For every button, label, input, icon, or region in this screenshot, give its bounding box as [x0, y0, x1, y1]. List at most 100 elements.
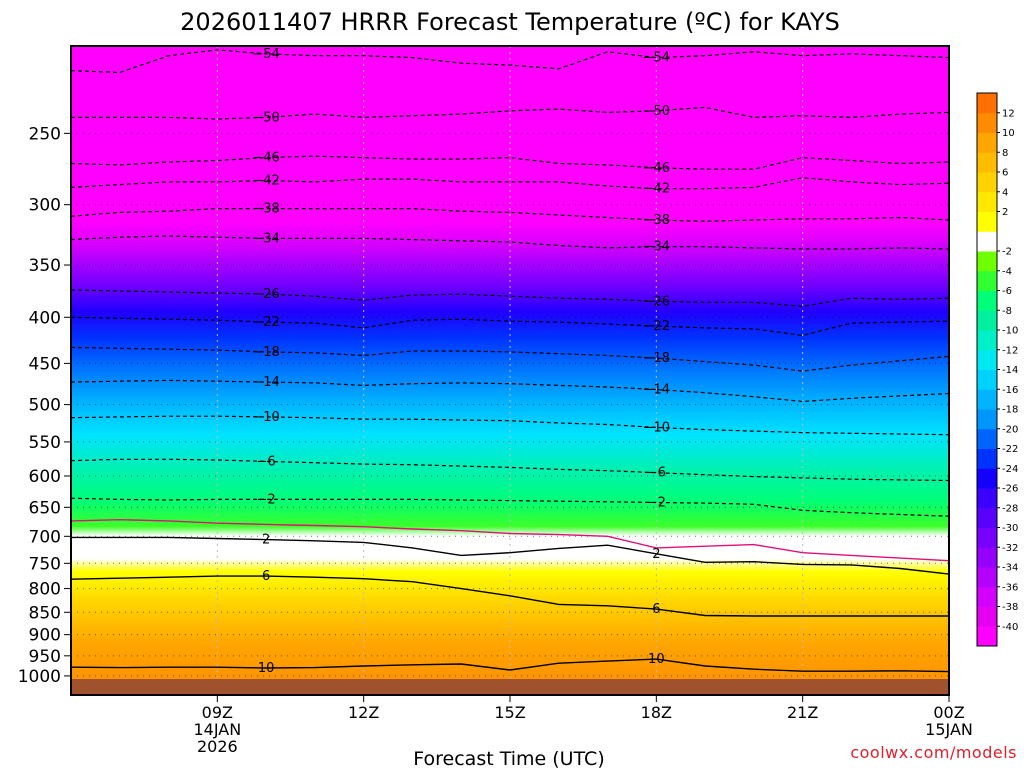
- colorbar-swatch: [977, 468, 997, 489]
- colorbar-swatch: [977, 428, 997, 449]
- colorbar-swatch: [977, 132, 997, 153]
- colorbar-label: -6: [1002, 286, 1012, 297]
- colorbar-swatch: [977, 152, 997, 173]
- isotherm-minus10: [71, 415, 949, 436]
- x-tick-label: 14JAN: [193, 720, 241, 739]
- colorbar-swatch: [977, 231, 997, 252]
- colorbar-swatch: [977, 527, 997, 548]
- isotherm-label: 10: [648, 652, 665, 667]
- isotherm-label: −2: [257, 492, 276, 507]
- colorbar-swatch: [977, 507, 997, 528]
- y-tick-label: 950: [29, 647, 61, 667]
- x-tick-label: 18Z: [641, 703, 672, 722]
- isotherm-label: −10: [643, 420, 670, 435]
- colorbar-swatch: [977, 567, 997, 588]
- isotherm-label: −42: [252, 173, 279, 188]
- isotherm-label: −22: [252, 315, 279, 330]
- y-tick-label: 400: [29, 308, 61, 328]
- colorbar-swatch: [977, 547, 997, 568]
- colorbar-label: -16: [1002, 385, 1018, 396]
- isotherm-label: −26: [252, 287, 279, 302]
- colorbar-swatch: [977, 389, 997, 410]
- y-tick-label: 850: [29, 603, 61, 623]
- colorbar-swatch: [977, 488, 997, 509]
- colorbar-label: 12: [1002, 108, 1015, 119]
- y-tick-label: 300: [29, 196, 61, 216]
- x-tick-label: 15Z: [494, 703, 525, 722]
- isotherm-label: −46: [643, 161, 670, 176]
- isotherm-label: −50: [643, 104, 670, 119]
- isotherm-label: −10: [252, 410, 279, 425]
- x-tick-label: 00Z: [933, 703, 964, 722]
- isotherm-label: −34: [643, 240, 670, 255]
- isotherm-label: −6: [257, 454, 276, 469]
- isotherm-minus26: [71, 289, 949, 308]
- colorbar-swatch: [977, 626, 997, 647]
- isotherm-label: −26: [643, 294, 670, 309]
- y-tick-label: 1000: [18, 667, 61, 687]
- isotherm-label: −18: [252, 345, 279, 360]
- y-tick-label: 700: [29, 527, 61, 547]
- isotherm-label: 6: [652, 602, 660, 617]
- chart-title: 2026011407 HRRR Forecast Temperature (ºC…: [180, 8, 840, 36]
- y-tick-label: 250: [29, 124, 61, 144]
- colorbar-label: -36: [1002, 582, 1018, 593]
- colorbar-swatch: [977, 93, 997, 114]
- x-tick-label: 12Z: [348, 703, 379, 722]
- y-tick-label: 750: [29, 554, 61, 574]
- colorbar-swatch: [977, 330, 997, 351]
- isotherm-minus18: [71, 346, 949, 372]
- isotherm-minus42: [71, 177, 949, 190]
- isotherm-label: −42: [643, 182, 670, 197]
- isotherm-label: −50: [252, 110, 279, 125]
- isotherm-label: −38: [643, 213, 670, 228]
- colorbar-swatch: [977, 270, 997, 291]
- colorbar-label: 10: [1002, 128, 1015, 139]
- isotherm-6: [71, 575, 949, 617]
- colorbar-label: -32: [1002, 543, 1018, 554]
- colorbar-swatch: [977, 448, 997, 469]
- colorbar-label: 6: [1002, 168, 1008, 179]
- isotherm-label: −22: [643, 319, 670, 334]
- isotherm-label: −14: [252, 375, 279, 390]
- isotherm-minus38: [71, 208, 949, 222]
- isotherm-label: −14: [643, 382, 670, 397]
- plot-area: −54 −54−50 −50−46−46−42−42−38−38−34−34−26−…: [71, 46, 949, 695]
- colorbar-swatch: [977, 369, 997, 390]
- y-tick-label: 350: [29, 256, 61, 276]
- y-tick-label: 450: [29, 354, 61, 374]
- isotherm-label: −46: [252, 151, 279, 166]
- isotherm-2: [71, 536, 949, 575]
- isotherm-label: −18: [643, 351, 670, 366]
- colorbar-swatch: [977, 409, 997, 430]
- isotherm-minus54: [71, 49, 949, 74]
- isotherm-label: −2: [647, 495, 666, 510]
- colorbar-label: -28: [1002, 503, 1018, 514]
- colorbar-label: -4: [1002, 266, 1012, 277]
- isotherm-label: −6: [647, 466, 666, 481]
- isotherm-0: [71, 518, 949, 562]
- isotherm-label: −38: [252, 202, 279, 217]
- isotherm-label: 2: [652, 547, 660, 562]
- isotherm-minus6: [71, 458, 949, 482]
- colorbar-label: -10: [1002, 326, 1018, 337]
- isotherm-minus34: [71, 235, 949, 250]
- colorbar-swatch: [977, 310, 997, 331]
- x-tick-label: 2026: [197, 737, 238, 756]
- colorbar-label: 4: [1002, 187, 1008, 198]
- colorbar-swatch: [977, 586, 997, 607]
- ground-surface: [71, 679, 949, 695]
- colorbar-label: -30: [1002, 523, 1018, 534]
- colorbar-swatch: [977, 251, 997, 272]
- colorbar-swatch: [977, 112, 997, 133]
- isotherm-label: −54: [643, 51, 670, 66]
- colorbar-label: -18: [1002, 405, 1018, 416]
- isotherm-minus22: [71, 316, 949, 337]
- x-tick-label: 21Z: [787, 703, 818, 722]
- isotherm-label: 2: [262, 533, 270, 548]
- colorbar-swatch: [977, 211, 997, 232]
- isotherm-label: 6: [262, 569, 270, 584]
- colorbar-label: -12: [1002, 345, 1018, 356]
- colorbar-swatch: [977, 191, 997, 212]
